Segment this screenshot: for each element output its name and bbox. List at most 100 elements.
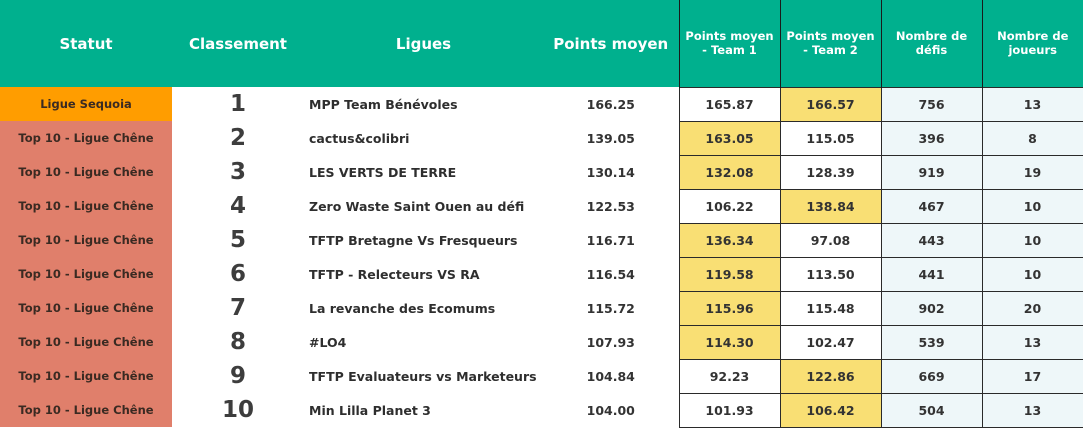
rank-cell: 8 xyxy=(229,329,246,355)
team2-points-cell: 97.08 xyxy=(779,222,882,258)
rank-cell: 3 xyxy=(229,159,246,185)
team2-points-cell: 138.84 xyxy=(779,188,882,224)
league-name-cell: TFTP Bretagne Vs Fresqueurs xyxy=(309,232,518,248)
average-points-cell: 107.93 xyxy=(586,334,635,350)
team2-points-cell: 128.39 xyxy=(779,154,882,190)
header-statut: Statut xyxy=(0,0,172,87)
rank-cell: 2 xyxy=(229,125,246,151)
team2-points-cell: 115.05 xyxy=(779,120,882,156)
team2-points-cell: 122.86 xyxy=(779,358,882,394)
league-name-cell: TFTP Evaluateurs vs Marketeurs xyxy=(309,368,537,384)
header-points-team1: Points moyen - Team 1 xyxy=(678,0,780,87)
header-nombre-joueurs: Nombre de joueurs xyxy=(981,0,1083,87)
team2-points-cell: 166.57 xyxy=(779,86,882,122)
challenges-count-cell: 441 xyxy=(880,256,983,292)
team1-points-cell: 136.34 xyxy=(678,222,781,258)
status-cell: Top 10 - Ligue Chêne xyxy=(0,223,172,257)
status-cell: Top 10 - Ligue Chêne xyxy=(0,393,172,427)
team1-points-cell: 101.93 xyxy=(678,392,781,428)
average-points-cell: 115.72 xyxy=(586,300,635,316)
table-row: Top 10 - Ligue Chêne 6 TFTP - Relecteurs V… xyxy=(0,256,1083,292)
players-count-cell: 20 xyxy=(981,290,1083,326)
average-points-cell: 104.00 xyxy=(586,402,635,418)
rank-cell: 10 xyxy=(221,397,254,423)
average-points-cell: 130.14 xyxy=(586,164,635,180)
league-name-cell: MPP Team Bénévoles xyxy=(309,96,458,112)
status-cell: Top 10 - Ligue Chêne xyxy=(0,291,172,325)
table-row: Top 10 - Ligue Chêne 3 LES VERTS DE TERRE 1… xyxy=(0,154,1083,190)
status-cell: Top 10 - Ligue Chêne xyxy=(0,155,172,189)
header-row: Statut Classement Ligues Points moyen Po… xyxy=(0,0,1083,87)
rank-cell: 1 xyxy=(229,91,246,117)
players-count-cell: 13 xyxy=(981,324,1083,360)
players-count-cell: 13 xyxy=(981,392,1083,428)
average-points-cell: 104.84 xyxy=(586,368,635,384)
players-count-cell: 8 xyxy=(981,120,1083,156)
header-points-team2: Points moyen - Team 2 xyxy=(779,0,881,87)
team2-points-cell: 113.50 xyxy=(779,256,882,292)
league-name-cell: #LO4 xyxy=(309,334,347,350)
table-header: Statut Classement Ligues Points moyen Po… xyxy=(0,0,1083,87)
team1-points-cell: 165.87 xyxy=(678,86,781,122)
table-row: Top 10 - Ligue Chêne 8 #LO4 107.93 114.30 102… xyxy=(0,324,1083,360)
table-row: Ligue Sequoia 1 MPP Team Bénévoles 166.25 16… xyxy=(0,86,1083,122)
table-row: Top 10 - Ligue Chêne 2 cactus&colibri 139.0… xyxy=(0,120,1083,156)
players-count-cell: 10 xyxy=(981,256,1083,292)
header-classement: Classement xyxy=(172,0,304,87)
league-name-cell: La revanche des Ecomums xyxy=(309,300,496,316)
table-row: Top 10 - Ligue Chêne 10 Min Lilla Planet 3… xyxy=(0,392,1083,428)
team1-points-cell: 92.23 xyxy=(678,358,781,394)
team1-points-cell: 115.96 xyxy=(678,290,781,326)
table-row: Top 10 - Ligue Chêne 9 TFTP Evaluateurs vs… xyxy=(0,358,1083,394)
rank-cell: 4 xyxy=(229,193,246,219)
average-points-cell: 116.54 xyxy=(586,266,635,282)
challenges-count-cell: 467 xyxy=(880,188,983,224)
average-points-cell: 122.53 xyxy=(586,198,635,214)
header-nombre-defis: Nombre de défis xyxy=(880,0,982,87)
players-count-cell: 13 xyxy=(981,86,1083,122)
team2-points-cell: 106.42 xyxy=(779,392,882,428)
players-count-cell: 19 xyxy=(981,154,1083,190)
header-ligues: Ligues xyxy=(304,0,543,87)
players-count-cell: 17 xyxy=(981,358,1083,394)
challenges-count-cell: 902 xyxy=(880,290,983,326)
rank-cell: 6 xyxy=(229,261,246,287)
header-points-moyen: Points moyen xyxy=(543,0,679,87)
status-cell: Top 10 - Ligue Chêne xyxy=(0,189,172,223)
status-cell: Ligue Sequoia xyxy=(0,87,172,121)
table-row: Top 10 - Ligue Chêne 7 La revanche des Eco… xyxy=(0,290,1083,326)
status-cell: Top 10 - Ligue Chêne xyxy=(0,121,172,155)
team1-points-cell: 114.30 xyxy=(678,324,781,360)
team1-points-cell: 119.58 xyxy=(678,256,781,292)
status-cell: Top 10 - Ligue Chêne xyxy=(0,359,172,393)
challenges-count-cell: 443 xyxy=(880,222,983,258)
challenges-count-cell: 504 xyxy=(880,392,983,428)
team1-points-cell: 163.05 xyxy=(678,120,781,156)
league-name-cell: Zero Waste Saint Ouen au défi xyxy=(309,198,525,214)
average-points-cell: 139.05 xyxy=(586,130,635,146)
team1-points-cell: 106.22 xyxy=(678,188,781,224)
challenges-count-cell: 396 xyxy=(880,120,983,156)
league-name-cell: TFTP - Relecteurs VS RA xyxy=(309,266,480,282)
rank-cell: 9 xyxy=(229,363,246,389)
league-name-cell: Min Lilla Planet 3 xyxy=(309,402,431,418)
team2-points-cell: 115.48 xyxy=(779,290,882,326)
challenges-count-cell: 756 xyxy=(880,86,983,122)
players-count-cell: 10 xyxy=(981,222,1083,258)
league-name-cell: LES VERTS DE TERRE xyxy=(309,164,457,180)
team1-points-cell: 132.08 xyxy=(678,154,781,190)
average-points-cell: 116.71 xyxy=(586,232,635,248)
players-count-cell: 10 xyxy=(981,188,1083,224)
table-body: Ligue Sequoia 1 MPP Team Bénévoles 166.25 16… xyxy=(0,86,1083,428)
challenges-count-cell: 669 xyxy=(880,358,983,394)
table-row: Top 10 - Ligue Chêne 4 Zero Waste Saint Ou… xyxy=(0,188,1083,224)
league-name-cell: cactus&colibri xyxy=(309,130,410,146)
average-points-cell: 166.25 xyxy=(586,96,635,112)
status-cell: Top 10 - Ligue Chêne xyxy=(0,325,172,359)
team2-points-cell: 102.47 xyxy=(779,324,882,360)
rank-cell: 7 xyxy=(229,295,246,321)
status-cell: Top 10 - Ligue Chêne xyxy=(0,257,172,291)
challenges-count-cell: 539 xyxy=(880,324,983,360)
table-row: Top 10 - Ligue Chêne 5 TFTP Bretagne Vs Fr… xyxy=(0,222,1083,258)
